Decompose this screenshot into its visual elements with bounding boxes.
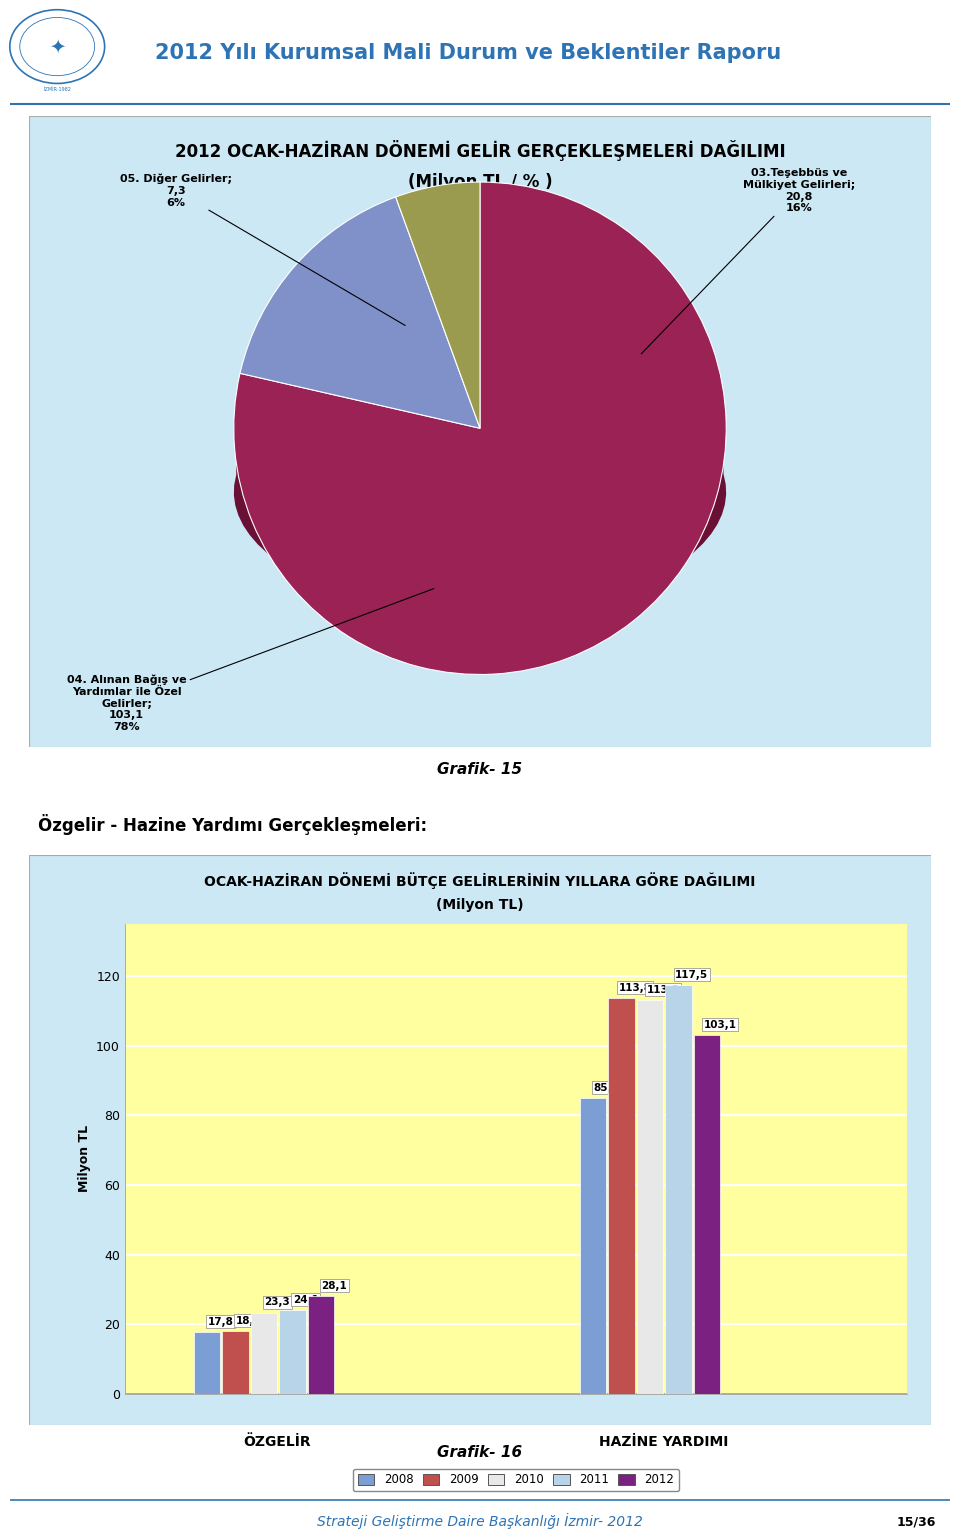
Text: OCAK-HAZİRAN DÖNEMİ BÜTÇE GELİRLERİNİN YILLARA GÖRE DAĞILIMI: OCAK-HAZİRAN DÖNEMİ BÜTÇE GELİRLERİNİN Y… — [204, 872, 756, 889]
FancyBboxPatch shape — [29, 116, 931, 747]
Bar — [636, 999, 663, 1394]
Legend: 2008, 2009, 2010, 2011, 2012: 2008, 2009, 2010, 2011, 2012 — [353, 1469, 679, 1491]
Text: 24,1: 24,1 — [293, 1295, 319, 1304]
Wedge shape — [234, 182, 726, 675]
Text: 85,0: 85,0 — [593, 1083, 619, 1093]
Text: 113,8: 113,8 — [618, 983, 652, 993]
Text: ÖZGELİR: ÖZGELİR — [244, 1435, 311, 1449]
Text: 113,2: 113,2 — [647, 984, 680, 995]
Text: Özgelir - Hazine Yardımı Gerçekleşmeleri:: Özgelir - Hazine Yardımı Gerçekleşmeleri… — [37, 813, 427, 835]
Bar — [251, 1312, 277, 1394]
Text: (Milyon TL): (Milyon TL) — [436, 898, 524, 912]
Bar — [194, 1332, 220, 1394]
Text: (Milyon TL / % ): (Milyon TL / % ) — [408, 172, 552, 191]
Text: 23,3: 23,3 — [264, 1297, 290, 1307]
Polygon shape — [234, 410, 726, 613]
Text: ✦: ✦ — [49, 37, 65, 55]
Wedge shape — [396, 182, 480, 428]
Text: 117,5: 117,5 — [675, 970, 708, 979]
FancyBboxPatch shape — [29, 855, 931, 1424]
Text: 2012 Yılı Kurumsal Mali Durum ve Beklentiler Raporu: 2012 Yılı Kurumsal Mali Durum ve Beklent… — [155, 43, 781, 63]
Bar — [279, 1311, 305, 1394]
Bar — [308, 1297, 334, 1394]
Text: 2012 OCAK-HAZİRAN DÖNEMİ GELİR GERÇEKLEŞMELERİ DAĞILIMI: 2012 OCAK-HAZİRAN DÖNEMİ GELİR GERÇEKLEŞ… — [175, 140, 785, 160]
Y-axis label: Milyon TL: Milyon TL — [78, 1126, 90, 1192]
Text: 103,1: 103,1 — [704, 1019, 736, 1030]
Text: Strateji Geliştirme Daire Başkanlığı İzmir- 2012: Strateji Geliştirme Daire Başkanlığı İzm… — [317, 1514, 643, 1529]
Bar — [665, 986, 692, 1394]
Text: HAZİNE YARDIMI: HAZİNE YARDIMI — [599, 1435, 728, 1449]
Text: 15/36: 15/36 — [897, 1515, 936, 1528]
Bar — [694, 1035, 720, 1394]
Bar — [580, 1098, 607, 1394]
Text: İZMİR·1982: İZMİR·1982 — [43, 86, 71, 92]
Text: 04. Alınan Bağış ve
Yardımlar ile Özel
Gelirler;
103,1
78%: 04. Alınan Bağış ve Yardımlar ile Özel G… — [67, 588, 434, 732]
Text: 03.Teşebbüs ve
Mülkiyet Gelirleri;
20,8
16%: 03.Teşebbüs ve Mülkiyet Gelirleri; 20,8 … — [641, 168, 854, 354]
Text: Grafik- 15: Grafik- 15 — [438, 762, 522, 778]
Text: 18,1: 18,1 — [236, 1315, 262, 1326]
Bar — [609, 998, 635, 1394]
Text: 05. Diğer Gelirler;
7,3
6%: 05. Diğer Gelirler; 7,3 6% — [120, 174, 405, 325]
Text: Grafik- 16: Grafik- 16 — [438, 1446, 522, 1460]
Text: 17,8: 17,8 — [207, 1317, 233, 1326]
Bar — [223, 1331, 249, 1394]
Text: 28,1: 28,1 — [322, 1281, 347, 1291]
Wedge shape — [240, 197, 480, 428]
